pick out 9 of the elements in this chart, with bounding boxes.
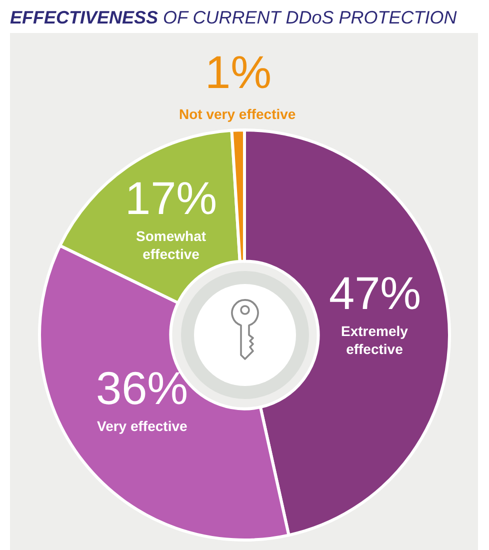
slice-label: Extremely effective bbox=[341, 323, 408, 358]
data-label: 47% bbox=[329, 267, 422, 319]
data-label: 1% bbox=[205, 46, 272, 98]
data-label: 36% bbox=[96, 362, 188, 414]
data-label: 17% bbox=[125, 172, 218, 224]
slice-label: Somewhat effective bbox=[136, 228, 206, 262]
slice-label: Very effective bbox=[97, 418, 188, 434]
slice-label: Not very effective bbox=[179, 106, 296, 122]
chart-title: EFFECTIVENESS OF CURRENT DDoS PROTECTION bbox=[10, 7, 458, 28]
